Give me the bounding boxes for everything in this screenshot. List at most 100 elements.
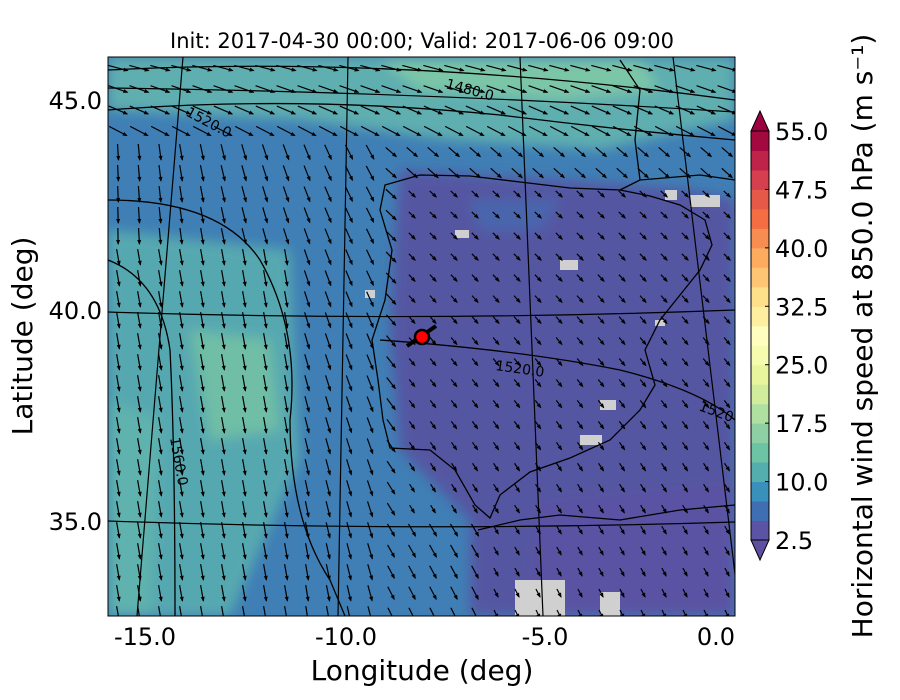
- wind-arrow: [365, 228, 375, 245]
- wind-arrow: [472, 483, 478, 493]
- x-axis: -15.0 -10.0 -5.0 0.0 Longitude (deg): [114, 623, 735, 687]
- wind-arrow: [366, 480, 374, 497]
- wind-arrow: [408, 441, 416, 451]
- wind-arrow: [430, 483, 436, 493]
- wind-arrow: [534, 211, 542, 219]
- wind-arrow: [513, 379, 521, 388]
- colorbar-segment: [751, 423, 769, 444]
- wind-arrow: [661, 504, 667, 514]
- wind-arrow: [427, 167, 439, 179]
- wind-arrow: [116, 564, 121, 581]
- wind-arrow: [703, 504, 709, 514]
- wind-arrow: [723, 379, 731, 388]
- wind-arrow: [513, 400, 521, 409]
- wind-arrow: [263, 417, 268, 434]
- wind-arrow: [450, 232, 458, 240]
- wind-arrow: [263, 396, 268, 413]
- wind-arrow: [471, 337, 479, 346]
- wind-arrow: [276, 64, 297, 72]
- wind-arrow: [598, 525, 604, 535]
- wind-arrow: [339, 105, 360, 115]
- wind-arrow: [409, 462, 416, 472]
- wind-arrow: [598, 546, 604, 556]
- wind-arrow: [116, 143, 121, 161]
- wind-arrow: [366, 396, 374, 413]
- wind-arrow: [471, 358, 479, 367]
- wind-arrow: [576, 190, 585, 198]
- wind-arrow: [346, 543, 352, 560]
- wind-arrow: [724, 546, 730, 556]
- wind-arrow: [179, 480, 184, 497]
- wind-arrow: [612, 125, 632, 137]
- wind-arrow: [618, 295, 626, 304]
- wind-arrow: [513, 274, 521, 283]
- wind-arrow: [158, 564, 163, 581]
- wind-arrow: [577, 546, 583, 556]
- wind-arrow: [679, 167, 691, 179]
- wind-arrow: [619, 609, 625, 616]
- wind-arrow: [116, 459, 121, 476]
- wind-arrow: [597, 232, 605, 240]
- wind-arrow: [556, 588, 562, 598]
- wind-arrow: [514, 546, 520, 556]
- wind-arrow: [408, 358, 416, 367]
- wind-arrow: [451, 483, 457, 493]
- wind-arrow: [242, 564, 247, 581]
- wind-arrow: [702, 441, 710, 451]
- wind-arrow: [513, 190, 522, 198]
- wind-arrow: [469, 167, 481, 179]
- wind-arrow: [639, 295, 647, 304]
- wind-arrow: [263, 459, 268, 476]
- wind-arrow: [682, 525, 688, 535]
- wind-arrow: [444, 64, 465, 72]
- wind-arrow: [346, 585, 352, 602]
- wind-arrow: [284, 480, 289, 497]
- wind-arrow: [591, 125, 611, 137]
- wind-arrow: [282, 186, 290, 203]
- wind-arrow: [556, 525, 562, 535]
- wind-arrow: [387, 586, 395, 601]
- wind-arrow: [570, 64, 591, 72]
- wind-arrow: [553, 146, 566, 158]
- wind-arrow: [681, 274, 689, 283]
- latlon-gridlines: [108, 57, 735, 616]
- wind-arrow: [513, 253, 521, 261]
- wind-arrow: [444, 85, 465, 93]
- wind-arrow: [660, 337, 668, 346]
- wind-arrow: [137, 312, 142, 329]
- wind-arrow: [555, 379, 563, 388]
- wind-arrow: [408, 295, 416, 304]
- wind-arrow: [255, 125, 275, 137]
- wind-arrow: [242, 270, 247, 287]
- wind-arrow: [471, 190, 480, 198]
- wind-arrow: [724, 609, 730, 616]
- wind-arrow: [429, 253, 437, 261]
- wind-arrow: [346, 459, 353, 476]
- wind-arrow: [192, 105, 213, 115]
- wind-arrow: [305, 585, 310, 602]
- wind-arrow: [158, 333, 163, 350]
- wind-arrow: [408, 253, 416, 261]
- wind-arrow: [385, 188, 397, 200]
- wind-arrow: [262, 165, 269, 182]
- wind-arrow: [242, 333, 247, 350]
- wind-arrow: [339, 85, 360, 93]
- wind-arrow: [450, 337, 458, 346]
- wind-arrow: [450, 295, 458, 304]
- wind-arrow: [200, 438, 205, 455]
- colorbar-segment: [751, 403, 769, 424]
- wind-arrow: [408, 379, 416, 388]
- wind-arrow: [137, 375, 142, 392]
- wind-arrow: [179, 564, 184, 581]
- wind-arrow: [200, 522, 205, 539]
- wind-arrow: [490, 146, 503, 158]
- wind-arrow: [116, 417, 121, 434]
- wind-arrow: [661, 462, 668, 472]
- wind-arrow: [137, 206, 142, 224]
- wind-arrow: [576, 211, 584, 219]
- wind-arrow: [493, 525, 499, 535]
- wind-arrow: [597, 337, 605, 346]
- wind-arrow: [528, 125, 548, 137]
- wind-arrow: [470, 523, 480, 537]
- wind-arrow: [450, 565, 458, 580]
